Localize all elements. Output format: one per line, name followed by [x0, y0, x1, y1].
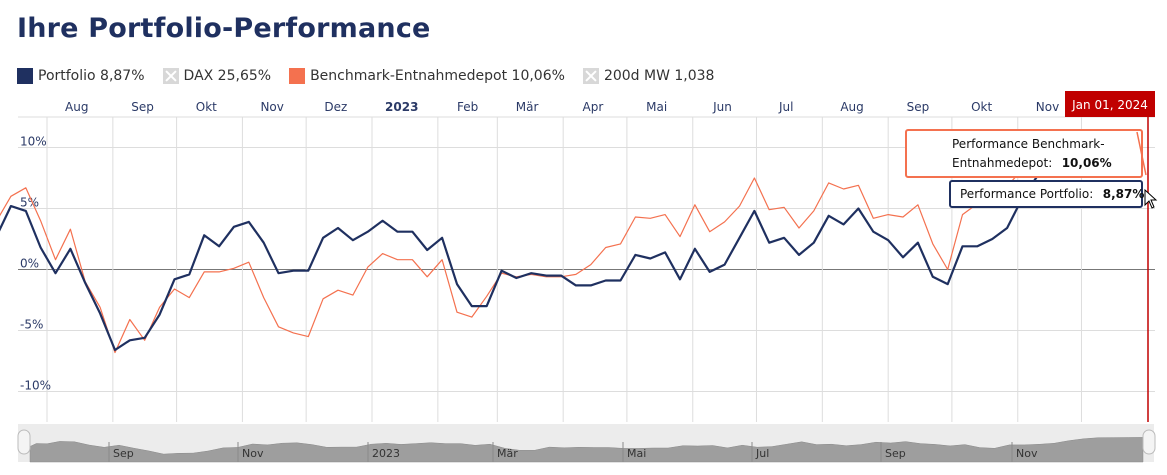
x-tick-label: Sep — [131, 100, 154, 114]
y-axis-ticks: 10% 5% 0% -5% -10% — [20, 135, 51, 393]
x-tick-label: Feb — [457, 100, 478, 114]
x-tick-label: Nov — [1036, 100, 1059, 114]
x-tick-label: Mär — [516, 100, 539, 114]
series-line-benchmark[interactable] — [0, 146, 1097, 354]
x-tick-label: Okt — [196, 100, 217, 114]
legend-item[interactable]: 200d MW 1,038 — [582, 68, 715, 84]
legend-item[interactable]: DAX 25,65% — [162, 68, 272, 84]
y-tick-label: 5% — [20, 196, 39, 210]
legend-label: DAX 25,65% — [183, 68, 272, 84]
legend-label: Portfolio 8,87% — [38, 68, 145, 84]
navigator-label: Sep — [885, 447, 906, 460]
navigator-handle-right[interactable] — [1142, 429, 1156, 455]
y-tick-label: 10% — [20, 135, 47, 149]
navigator-label: Mär — [497, 447, 518, 460]
x-tick-label: 2023 — [385, 100, 418, 114]
mouse-cursor-icon — [1144, 188, 1158, 209]
navigator-label: Sep — [113, 447, 134, 460]
legend-swatch — [17, 68, 33, 84]
crosshair-label-bg — [1065, 91, 1155, 117]
tooltip-benchmark: Performance Benchmark- Entnahmedepot: 10… — [905, 129, 1147, 178]
x-axis-ticks: Aug Sep Okt Nov Dez 2023 Feb Mär Apr Mai Jun Jul Aug… — [65, 100, 1059, 114]
tooltip-portfolio-label: Performance Portfolio: — [960, 187, 1093, 201]
legend-disabled-icon — [162, 68, 179, 84]
tooltip-benchmark-value: 10,06% — [1062, 156, 1112, 170]
legend-label: 200d MW 1,038 — [603, 68, 715, 84]
legend: Portfolio 8,87% DAX 25,65% Benchmark-Entna… — [17, 66, 732, 86]
x-tick-label: Okt — [971, 100, 992, 114]
crosshair-label: Jan 01, 2024 — [1071, 98, 1148, 112]
tooltip-portfolio: Performance Portfolio: 8,87% — [949, 180, 1144, 208]
y-tick-label: -5% — [20, 318, 43, 332]
x-tick-label: Jun — [712, 100, 732, 114]
navigator-label: 2023 — [372, 447, 400, 460]
chart-title: Ihre Portfolio-Performance — [17, 13, 431, 44]
tooltip-benchmark-line1: Performance Benchmark- — [952, 137, 1105, 151]
x-tick-label: Apr — [583, 100, 604, 114]
x-tick-label: Nov — [260, 100, 283, 114]
navigator[interactable]: Sep Nov 2023 Mär Mai Jul Sep Nov — [17, 424, 1156, 463]
x-tick-label: Dez — [324, 100, 347, 114]
navigator-series — [29, 437, 1144, 463]
x-tick-label: Mai — [646, 100, 667, 114]
navigator-label: Nov — [242, 447, 264, 460]
navigator-label: Mai — [627, 447, 646, 460]
legend-label: Benchmark-Entnahmedepot 10,06% — [310, 68, 565, 84]
tooltip-benchmark-label: Entnahmedepot: — [952, 156, 1052, 170]
navigator-label: Nov — [1016, 447, 1038, 460]
tooltip-benchmark-line2: Entnahmedepot: 10,06% — [952, 154, 1112, 171]
tooltip-portfolio-text: Performance Portfolio: 8,87% — [960, 185, 1144, 202]
x-tick-label: Aug — [65, 100, 88, 114]
legend-swatch — [289, 68, 306, 84]
legend-item[interactable]: Benchmark-Entnahmedepot 10,06% — [289, 68, 565, 84]
navigator-labels: Sep Nov 2023 Mär Mai Jul Sep Nov — [108, 442, 1038, 462]
x-tick-label: Sep — [907, 100, 930, 114]
y-tick-label: -10% — [20, 379, 51, 393]
x-tick-label: Jul — [778, 100, 793, 114]
grid — [18, 116, 1155, 422]
navigator-handle-left[interactable] — [17, 429, 31, 455]
y-tick-label: 0% — [20, 257, 39, 271]
tooltip-portfolio-value: 8,87% — [1103, 187, 1145, 201]
x-tick-label: Aug — [840, 100, 863, 114]
navigator-label: Jul — [755, 447, 769, 460]
legend-disabled-icon — [582, 68, 599, 84]
legend-item[interactable]: Portfolio 8,87% — [17, 68, 145, 84]
series-line-portfolio[interactable] — [0, 160, 1097, 352]
